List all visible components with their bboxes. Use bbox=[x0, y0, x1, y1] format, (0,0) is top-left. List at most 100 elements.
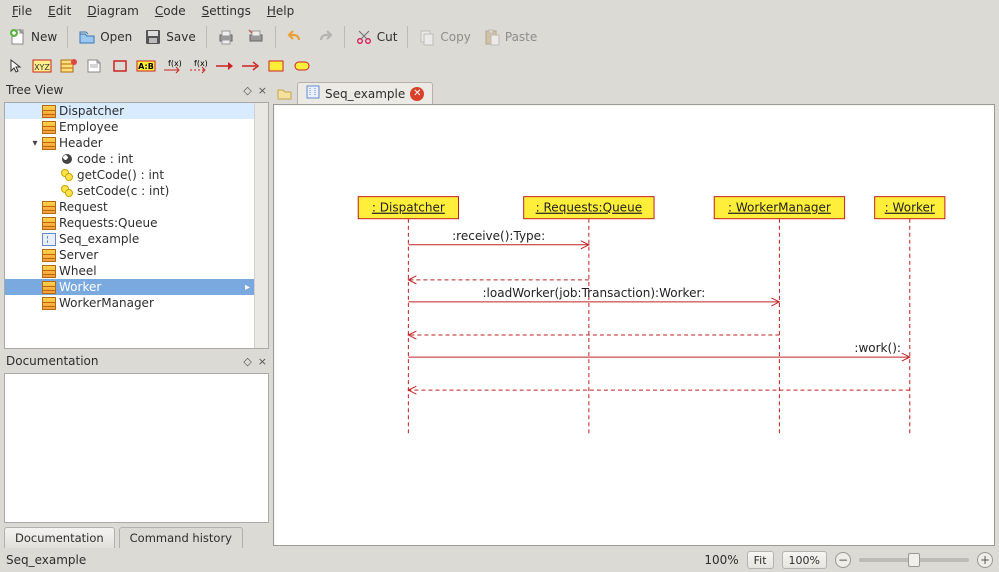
doc-close-icon[interactable]: × bbox=[258, 355, 267, 368]
menu-code[interactable]: Code bbox=[147, 2, 194, 20]
tree-item-label: setCode(c : int) bbox=[77, 184, 169, 198]
zoom-in-button[interactable]: + bbox=[977, 552, 993, 568]
document-tabbar: Seq_example ✕ bbox=[273, 80, 999, 104]
undo-icon bbox=[286, 28, 304, 46]
menu-settings[interactable]: Settings bbox=[194, 2, 259, 20]
tree-item[interactable]: Dispatcher bbox=[5, 103, 254, 119]
tree-item-label: Header bbox=[59, 136, 103, 150]
svg-text:XYZ: XYZ bbox=[34, 63, 50, 72]
doc-diamond-icon[interactable]: ◇ bbox=[243, 355, 251, 368]
menu-edit[interactable]: Edit bbox=[40, 2, 79, 20]
tree-item[interactable]: getCode() : int bbox=[5, 167, 254, 183]
document-tab[interactable]: Seq_example ✕ bbox=[297, 82, 433, 104]
print-icon bbox=[217, 28, 235, 46]
tab-documentation[interactable]: Documentation bbox=[4, 527, 115, 548]
menu-file[interactable]: File bbox=[4, 2, 40, 20]
documentation-area[interactable] bbox=[4, 373, 269, 523]
tree-expander-icon[interactable]: ▾ bbox=[29, 138, 41, 149]
tree-item-label: Employee bbox=[59, 120, 118, 134]
main-area: Tree View ◇ × DispatcherEmployee ▾ Header c… bbox=[0, 80, 999, 548]
arrow-closed-tool-icon[interactable] bbox=[214, 56, 234, 76]
tree-item[interactable]: ▾ Header bbox=[5, 135, 254, 151]
pointer-tool-icon[interactable] bbox=[6, 56, 26, 76]
tree-op-icon bbox=[59, 184, 75, 198]
svg-text:: Requests:Queue: : Requests:Queue bbox=[536, 201, 642, 215]
copy-icon bbox=[418, 28, 436, 46]
zoom-slider[interactable] bbox=[859, 558, 969, 562]
print-button[interactable] bbox=[212, 25, 240, 49]
fx-arrow1-tool-icon[interactable]: f(x) bbox=[162, 56, 182, 76]
tree-class-icon bbox=[41, 248, 57, 262]
documentation-label: Documentation bbox=[6, 354, 99, 368]
copy-button[interactable]: Copy bbox=[413, 25, 475, 49]
menu-diagram[interactable]: Diagram bbox=[79, 2, 147, 20]
text-xyz-tool-icon[interactable]: XYZ bbox=[32, 56, 52, 76]
canvas-panel: Seq_example ✕ : Dispatcher: Requests:Que… bbox=[273, 80, 999, 548]
tree-item-label: Requests:Queue bbox=[59, 216, 157, 230]
tree-class-icon bbox=[41, 280, 57, 294]
note-tool-icon[interactable] bbox=[84, 56, 104, 76]
tree-container: DispatcherEmployee ▾ Header code : intgetCo… bbox=[4, 102, 269, 349]
tree-item-label: Wheel bbox=[59, 264, 97, 278]
svg-text::receive():Type:: :receive():Type: bbox=[452, 229, 545, 243]
panel-diamond-icon[interactable]: ◇ bbox=[243, 84, 251, 97]
save-button[interactable]: Save bbox=[139, 25, 200, 49]
state-round-tool-icon[interactable] bbox=[292, 56, 312, 76]
redo-button[interactable] bbox=[311, 25, 339, 49]
tree-class-icon bbox=[41, 136, 57, 150]
fit-button[interactable]: Fit bbox=[747, 551, 774, 569]
tree-class-icon bbox=[41, 200, 57, 214]
print-preview-button[interactable] bbox=[242, 25, 270, 49]
tab-command-history[interactable]: Command history bbox=[119, 527, 243, 548]
svg-text::work():: :work(): bbox=[854, 341, 901, 355]
print-preview-icon bbox=[247, 28, 265, 46]
tree-class-icon bbox=[41, 264, 57, 278]
zoom-slider-thumb[interactable] bbox=[908, 553, 920, 567]
fx-arrow2-tool-icon[interactable]: f(x) bbox=[188, 56, 208, 76]
rect-tool-icon[interactable] bbox=[110, 56, 130, 76]
panel-close-icon[interactable]: × bbox=[258, 84, 267, 97]
tree-item[interactable]: Request bbox=[5, 199, 254, 215]
tree-item[interactable]: Requests:Queue bbox=[5, 215, 254, 231]
tree-item[interactable]: Server bbox=[5, 247, 254, 263]
status-left-label: Seq_example bbox=[6, 553, 86, 567]
paste-button[interactable]: Paste bbox=[478, 25, 542, 49]
zoom-value-button[interactable]: 100% bbox=[782, 551, 827, 569]
arrow-open-tool-icon[interactable] bbox=[240, 56, 260, 76]
diagram-canvas[interactable]: : Dispatcher: Requests:Queue: WorkerMana… bbox=[278, 109, 990, 541]
tree-class-icon bbox=[41, 120, 57, 134]
tree-item[interactable]: code : int bbox=[5, 151, 254, 167]
tree-inner[interactable]: DispatcherEmployee ▾ Header code : intgetCo… bbox=[5, 103, 254, 348]
tree-item[interactable]: Employee bbox=[5, 119, 254, 135]
open-label: Open bbox=[100, 30, 132, 44]
tree-class-icon bbox=[41, 216, 57, 230]
tree-item-label: code : int bbox=[77, 152, 133, 166]
cut-scissors-icon bbox=[355, 28, 373, 46]
tree-item[interactable]: Seq_example bbox=[5, 231, 254, 247]
tree-item[interactable]: setCode(c : int) bbox=[5, 183, 254, 199]
tree-item-label: Request bbox=[59, 200, 108, 214]
undo-button[interactable] bbox=[281, 25, 309, 49]
cut-label: Cut bbox=[377, 30, 398, 44]
tree-item-chevron-icon[interactable]: ▸ bbox=[245, 282, 250, 293]
tree-item[interactable]: Wheel bbox=[5, 263, 254, 279]
close-tab-icon[interactable]: ✕ bbox=[410, 87, 424, 101]
tree-class-icon bbox=[41, 296, 57, 310]
document-tab-label: Seq_example bbox=[325, 87, 405, 101]
tree-item[interactable]: Worker▸ bbox=[5, 279, 254, 295]
tree-scrollbar[interactable] bbox=[254, 103, 268, 348]
tree-item[interactable]: WorkerManager bbox=[5, 295, 254, 311]
zoom-out-button[interactable]: − bbox=[835, 552, 851, 568]
tree-view-label: Tree View bbox=[6, 83, 63, 97]
diagram-toolbar: XYZ A:B f(x) f(x) bbox=[0, 52, 999, 80]
state-rect-tool-icon[interactable] bbox=[266, 56, 286, 76]
new-button[interactable]: New bbox=[4, 25, 62, 49]
class-tool-icon[interactable] bbox=[58, 56, 78, 76]
menu-help[interactable]: Help bbox=[259, 2, 302, 20]
statusbar: Seq_example 100% Fit 100% − + bbox=[0, 548, 999, 572]
open-button[interactable]: Open bbox=[73, 25, 137, 49]
ab-box-tool-icon[interactable]: A:B bbox=[136, 56, 156, 76]
cut-button[interactable]: Cut bbox=[350, 25, 403, 49]
save-label: Save bbox=[166, 30, 195, 44]
new-doc-tab-icon[interactable] bbox=[275, 84, 293, 102]
